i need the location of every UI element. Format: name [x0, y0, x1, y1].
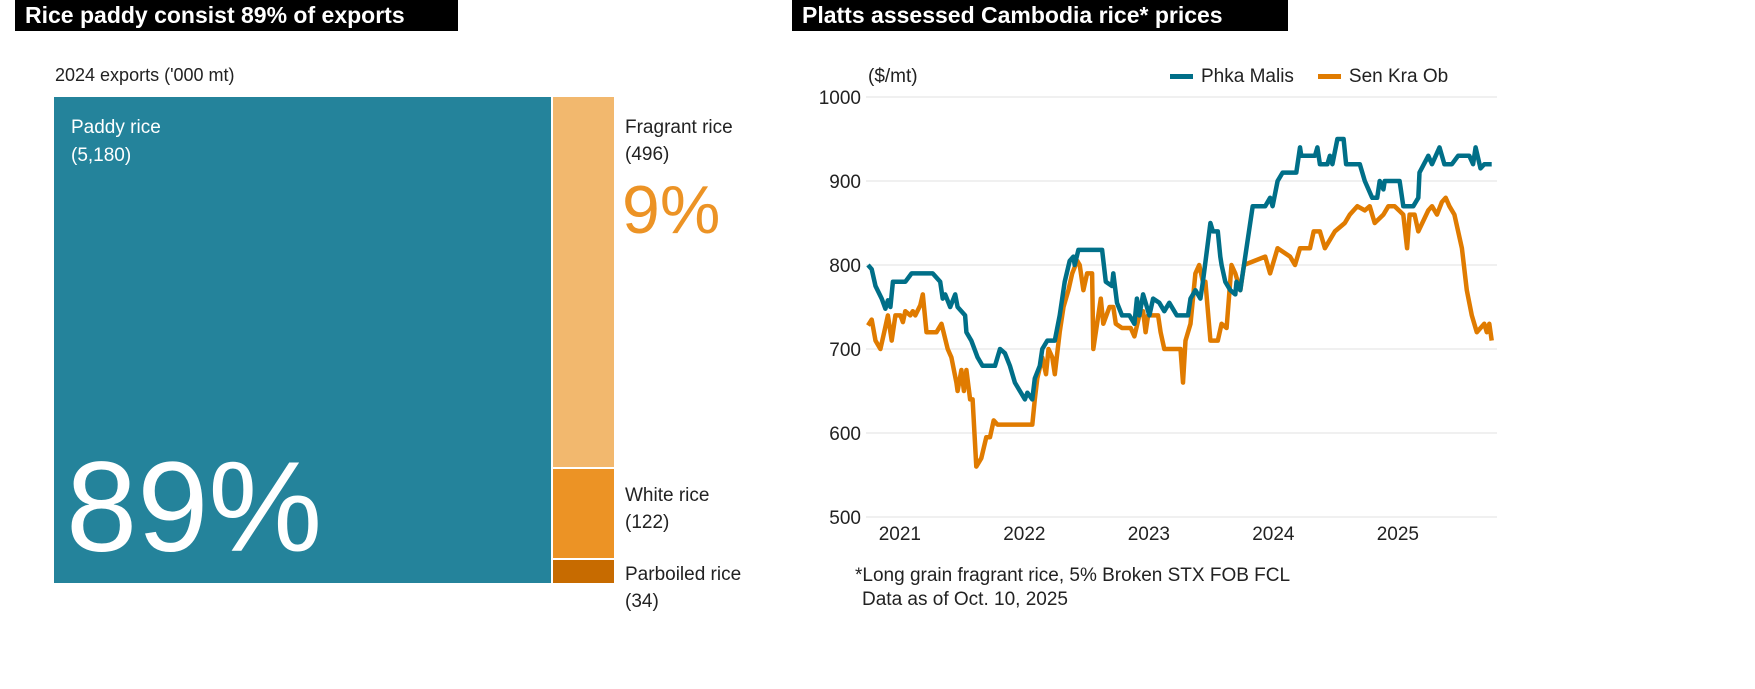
footnote: *Long grain fragrant rice, 5% Broken STX…	[855, 565, 1291, 586]
legend-label-phka-malis: Phka Malis	[1201, 66, 1294, 87]
segment-paddy-rice: Paddy rice (5,180) 89%	[54, 97, 551, 583]
y-tick-label: 600	[829, 424, 861, 445]
segment-white-rice	[553, 469, 614, 558]
x-tick-label: 2023	[1128, 524, 1170, 545]
fragrant-percent: 9%	[622, 172, 721, 248]
fragrant-value: (496)	[625, 144, 670, 165]
parboiled-label: Parboiled rice	[625, 564, 742, 585]
legend: Phka Malis Sen Kra Ob	[1170, 63, 1448, 90]
white-value: (122)	[625, 512, 670, 533]
x-tick-label: 2025	[1377, 524, 1419, 545]
y-tick-label: 700	[829, 340, 861, 361]
paddy-label: Paddy rice	[71, 117, 161, 138]
chart-title: Platts assessed Cambodia rice* prices	[792, 0, 1288, 31]
paddy-value: (5,180)	[71, 145, 132, 166]
data-asof: Data as of Oct. 10, 2025	[862, 589, 1068, 610]
segment-parboiled-rice	[553, 560, 614, 583]
x-tick-label: 2022	[1003, 524, 1045, 545]
y-unit-label: ($/mt)	[868, 66, 918, 87]
parboiled-value: (34)	[625, 591, 659, 612]
legend-label-sen-kra-ob: Sen Kra Ob	[1348, 66, 1449, 87]
y-tick-label: 500	[829, 508, 861, 529]
paddy-percent: 89%	[66, 436, 323, 579]
white-label: White rice	[625, 485, 710, 506]
x-tick-label: 2021	[879, 524, 921, 545]
treemap-title: Rice paddy consist 89% of exports	[15, 0, 458, 31]
y-tick-label: 800	[829, 256, 861, 277]
legend-swatch-phka-malis	[1170, 74, 1193, 79]
series-line-sen-kra-ob	[866, 195, 1494, 469]
y-tick-label: 900	[829, 172, 861, 193]
x-tick-label: 2024	[1252, 524, 1295, 545]
segment-fragrant-rice	[553, 97, 614, 467]
y-tick-label: 1000	[819, 88, 861, 109]
series-line-phka-malis	[866, 136, 1492, 402]
treemap-subtitle: 2024 exports ('000 mt)	[55, 65, 235, 85]
legend-swatch-sen-kra-ob	[1317, 74, 1341, 79]
fragrant-label: Fragrant rice	[625, 117, 733, 138]
